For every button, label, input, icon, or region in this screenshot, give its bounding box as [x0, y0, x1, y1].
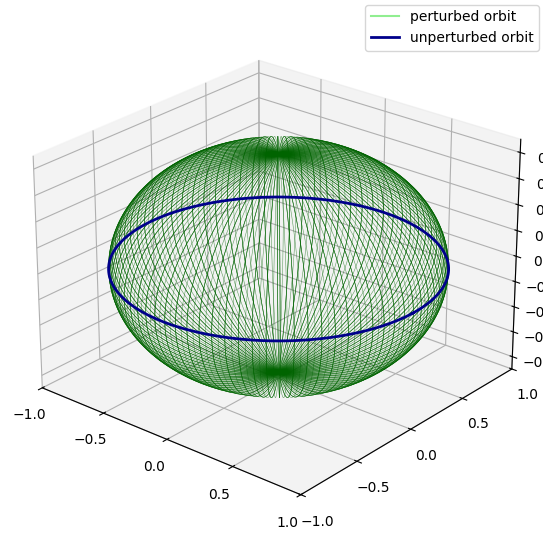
- Legend: perturbed orbit, unperturbed orbit: perturbed orbit, unperturbed orbit: [365, 5, 539, 51]
